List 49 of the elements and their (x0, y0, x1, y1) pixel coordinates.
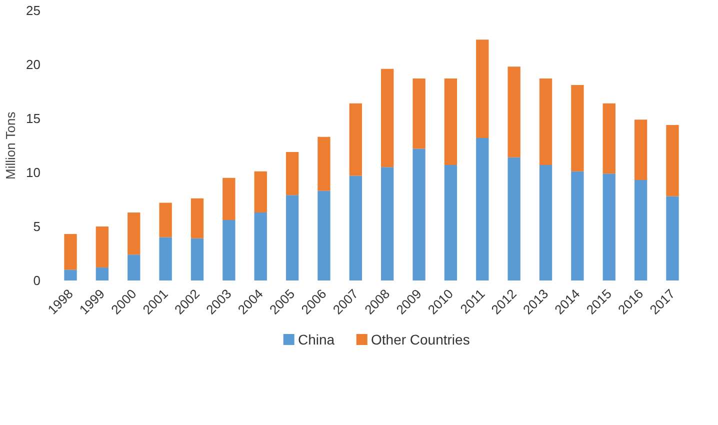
bar (128, 254, 140, 280)
bar (571, 171, 584, 280)
bar (222, 178, 236, 220)
bar (666, 124, 679, 196)
y-axis-title: Million Tons (3, 111, 18, 180)
bar (254, 212, 267, 280)
bar (96, 268, 109, 280)
bar (539, 164, 552, 280)
bar (349, 176, 362, 280)
bar (190, 238, 204, 280)
legend-label: Other Countries (371, 332, 470, 348)
bar (128, 212, 140, 255)
bar (634, 120, 648, 180)
bar (64, 234, 77, 270)
y-tick-label: 20 (26, 57, 41, 72)
y-tick-label: 15 (26, 111, 41, 126)
bar (349, 103, 362, 176)
y-tick-label: 25 (26, 3, 41, 18)
bar (222, 220, 236, 280)
bar (159, 237, 172, 280)
bar (508, 157, 520, 280)
bar (571, 85, 584, 172)
bar (476, 138, 489, 280)
bar (381, 167, 394, 280)
bar (602, 103, 616, 174)
bar (444, 78, 458, 165)
bar (96, 226, 109, 268)
bar (539, 78, 552, 165)
bar (318, 136, 330, 191)
bar (476, 40, 489, 138)
bar (412, 148, 426, 280)
bar (286, 195, 299, 280)
bar (318, 190, 330, 280)
y-tick-label: 5 (33, 219, 41, 234)
bar (666, 196, 679, 280)
bar (508, 66, 520, 158)
y-tick-label: 10 (26, 165, 41, 180)
bar (190, 198, 204, 238)
bar (444, 164, 458, 280)
y-tick-label: 0 (33, 273, 41, 288)
bar (412, 78, 426, 149)
bar (159, 202, 172, 238)
bar (381, 68, 394, 168)
bar (286, 152, 299, 196)
bar (634, 180, 648, 280)
bar (64, 270, 77, 280)
bar (254, 171, 267, 212)
legend-label: China (298, 332, 335, 348)
bar (602, 174, 616, 280)
